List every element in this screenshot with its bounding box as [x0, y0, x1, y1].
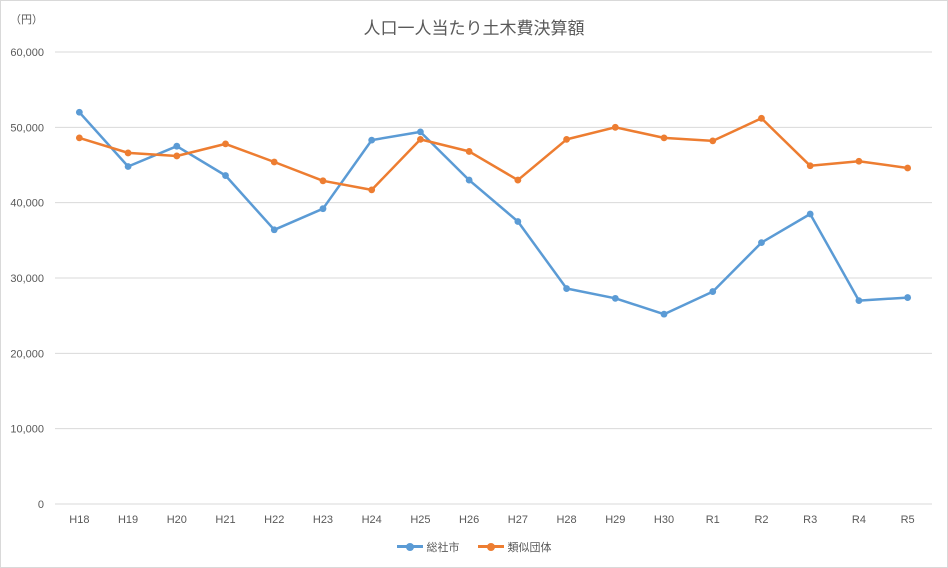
series-line: [78, 117, 909, 192]
data-point: [855, 157, 863, 165]
y-axis-tick-labels: 0 10,000 20,000 30,000 40,000 50,000 60,000: [10, 47, 44, 511]
legend-swatch: [396, 542, 423, 551]
data-point: [173, 152, 181, 160]
y-tick-label: 0: [38, 499, 44, 511]
legend-marker: [486, 542, 495, 551]
series-layer: [75, 108, 912, 318]
series-2: [75, 114, 912, 194]
data-point: [124, 163, 132, 170]
data-point: [855, 297, 863, 304]
data-point: [758, 239, 765, 246]
data-point: [270, 226, 278, 234]
data-point: [758, 114, 765, 122]
legend-label: 総社市: [426, 540, 460, 554]
y-tick-label: 20,000: [10, 348, 44, 360]
data-point: [124, 149, 132, 157]
data-point: [904, 294, 912, 301]
legend-swatch: [477, 542, 504, 551]
x-tick-label: H27: [508, 514, 528, 526]
legend-label: 類似団体: [507, 540, 552, 554]
x-tick-label: H21: [215, 514, 235, 526]
gridlines: [55, 51, 932, 505]
data-point: [75, 108, 83, 116]
chart-title: 人口一人当たり土木費決算額: [363, 19, 585, 39]
legend-item: 類似団体: [477, 539, 552, 555]
data-point: [514, 218, 522, 225]
data-point: [709, 137, 717, 145]
data-point: [806, 162, 814, 170]
data-point: [660, 134, 668, 142]
data-point: [514, 176, 522, 184]
data-point: [611, 294, 619, 302]
x-tick-label: H30: [654, 514, 674, 526]
x-tick-label: H23: [313, 514, 333, 526]
data-point: [465, 176, 473, 184]
y-tick-label: 40,000: [10, 198, 44, 210]
y-tick-label: 60,000: [10, 47, 44, 59]
y-tick-label: 30,000: [10, 273, 44, 285]
data-point: [709, 288, 717, 295]
x-tick-label: H29: [605, 514, 625, 526]
data-point: [319, 205, 327, 213]
x-tick-label: R5: [901, 514, 915, 526]
x-tick-label: R3: [803, 514, 817, 526]
x-tick-label: H25: [410, 514, 430, 526]
data-point: [611, 123, 619, 131]
legend: 総社市 類似団体: [0, 538, 948, 555]
legend-item: 総社市: [396, 539, 460, 555]
data-point: [368, 186, 376, 194]
x-tick-label: H18: [69, 514, 89, 526]
x-tick-label: R4: [852, 514, 866, 526]
data-point: [904, 164, 912, 172]
x-tick-label: H20: [167, 514, 187, 526]
x-tick-label: R2: [754, 514, 768, 526]
series-line: [78, 111, 909, 316]
data-point: [417, 128, 424, 136]
x-tick-label: H22: [264, 514, 284, 526]
data-point: [319, 177, 327, 185]
legend-marker: [405, 542, 414, 551]
data-point: [563, 285, 570, 292]
data-point: [465, 148, 473, 155]
data-point: [660, 310, 668, 318]
x-tick-label: H19: [118, 514, 138, 526]
x-tick-label: H26: [459, 514, 479, 526]
x-tick-label: H28: [556, 514, 576, 526]
y-axis-unit-label: （円）: [10, 13, 43, 26]
data-point: [173, 142, 181, 150]
data-point: [563, 135, 570, 143]
y-tick-label: 50,000: [10, 122, 44, 134]
data-point: [75, 134, 83, 142]
y-tick-label: 10,000: [10, 424, 44, 436]
data-point: [417, 135, 424, 143]
x-tick-label: R1: [706, 514, 720, 526]
data-point: [222, 172, 229, 179]
data-point: [270, 158, 278, 166]
data-point: [368, 136, 376, 144]
series-1: [75, 108, 912, 318]
data-point: [806, 210, 814, 218]
x-tick-label: H24: [362, 514, 382, 526]
x-axis-tick-labels: H18 H19 H20 H21 H22 H23 H24 H25 H26 H27 H28 H29 H30 R…: [69, 514, 914, 526]
data-point: [222, 140, 229, 148]
